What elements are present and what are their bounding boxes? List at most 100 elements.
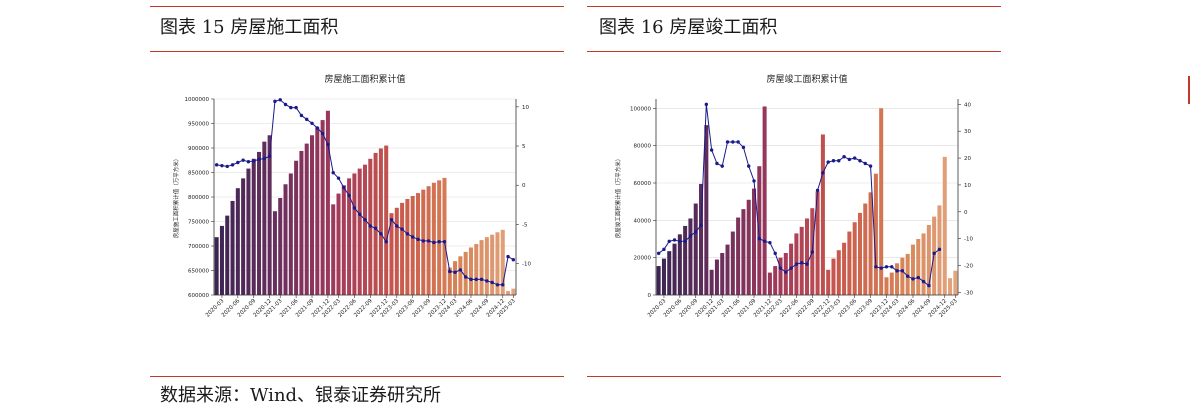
chart1-bar bbox=[219, 225, 224, 295]
chart1-bar bbox=[500, 229, 505, 295]
chart2-bar bbox=[762, 106, 767, 295]
chart2-bar bbox=[815, 191, 820, 295]
chart2-bar bbox=[948, 278, 953, 295]
chart2-bar bbox=[714, 259, 719, 295]
chart1-yoy-point bbox=[278, 98, 282, 102]
chart1-bar bbox=[310, 135, 315, 295]
chart1-y-tick-label: 950000 bbox=[188, 122, 209, 128]
chart1-yoy-point bbox=[485, 279, 489, 283]
chart2-bar bbox=[773, 266, 778, 295]
chart1-bar bbox=[325, 110, 330, 295]
chart2-yoy-point bbox=[837, 159, 841, 163]
chart1-yoy-point bbox=[214, 163, 219, 167]
chart2-yoy-point bbox=[672, 238, 677, 242]
right-top-rule bbox=[587, 6, 1001, 7]
chart1-yoy-point bbox=[347, 193, 351, 198]
chart1-yoy-point bbox=[495, 283, 500, 287]
chart2-bar bbox=[953, 270, 958, 295]
chart2-bar bbox=[910, 244, 915, 295]
chart1-yoy-point bbox=[289, 105, 293, 110]
chart1-bar bbox=[262, 141, 267, 295]
right-figure-caption: 图表 16 房屋竣工面积 bbox=[599, 17, 778, 38]
chart1-yoy-point bbox=[246, 160, 251, 164]
chart1-yoy-point bbox=[283, 102, 288, 107]
chart1-bar bbox=[257, 151, 262, 295]
chart2-yoy-point bbox=[662, 247, 666, 252]
chart2-bar bbox=[656, 266, 661, 295]
chart1-bar bbox=[442, 177, 447, 295]
chart1-yoy-point bbox=[294, 105, 298, 110]
chart2-bar bbox=[921, 233, 926, 295]
chart2-yoy-point bbox=[911, 277, 915, 281]
chart2-bar bbox=[942, 156, 947, 295]
chart1-bar bbox=[267, 135, 272, 295]
chart2-yoy-point bbox=[810, 250, 814, 254]
chart1-yoy-point bbox=[474, 277, 478, 282]
chart1-bar bbox=[272, 211, 277, 295]
chart1-y-tick-label: 600000 bbox=[188, 293, 209, 299]
chart2-y2-tick-label: 40 bbox=[964, 102, 971, 108]
chart2-yoy-point bbox=[858, 159, 862, 163]
chart1-bar bbox=[331, 204, 336, 295]
chart2-bar bbox=[672, 243, 677, 295]
chart2-bar bbox=[709, 269, 714, 295]
chart2-y-tick-label: 60000 bbox=[634, 181, 652, 187]
chart1-bar bbox=[405, 198, 410, 295]
chart1-bar bbox=[225, 215, 230, 295]
side-accent-mark bbox=[1188, 76, 1190, 104]
chart1-bar bbox=[235, 188, 240, 295]
chart2-yoy-point bbox=[784, 270, 788, 274]
chart1-bar bbox=[230, 200, 235, 295]
chart1-yoy-point bbox=[416, 237, 420, 242]
chart2-yoy-point bbox=[895, 269, 899, 273]
chart1-yoy-point bbox=[389, 218, 394, 222]
chart1-bar bbox=[415, 193, 420, 295]
chart2-yoy-point bbox=[768, 240, 772, 245]
chart2-bar bbox=[826, 269, 831, 295]
chart2-bar bbox=[884, 277, 889, 295]
chart1-bar bbox=[299, 150, 304, 295]
chart1-bar bbox=[468, 247, 473, 295]
chart1-yoy-point bbox=[363, 218, 367, 222]
left-top-rule bbox=[150, 6, 564, 7]
chart1-yoy-point bbox=[273, 99, 277, 104]
chart1-bar bbox=[246, 168, 251, 295]
chart2-bar bbox=[693, 203, 698, 295]
chart2-bar bbox=[863, 203, 868, 295]
chart1-bar bbox=[410, 196, 415, 295]
chart1-yoy-point bbox=[384, 239, 388, 244]
chart2-bar bbox=[889, 272, 894, 295]
chart1-yoy-point bbox=[267, 154, 272, 158]
chart2-bar bbox=[752, 188, 757, 295]
chart2-yoy-point bbox=[699, 223, 703, 227]
data-source-note: 数据来源：Wind、银泰证券研究所 bbox=[160, 385, 442, 406]
chart2-bar bbox=[741, 209, 746, 295]
left-caption-rule bbox=[150, 51, 564, 52]
chart1-yoy-point bbox=[252, 159, 256, 163]
chart2-y2-tick-label: 0 bbox=[964, 210, 968, 216]
chart2-bar bbox=[879, 108, 884, 295]
chart1-yoy-point bbox=[410, 235, 415, 239]
chart1-bar bbox=[437, 180, 442, 295]
chart2-bar bbox=[688, 218, 693, 295]
chart2-bar bbox=[868, 192, 873, 295]
chart2-bar bbox=[873, 173, 878, 295]
chart2-bar bbox=[836, 250, 841, 295]
chart2-bar bbox=[667, 251, 672, 295]
chart1-yoy-point bbox=[511, 258, 516, 262]
chart1-yoy-point bbox=[331, 170, 335, 175]
chart2-yoy-point bbox=[884, 265, 889, 269]
chart2-yoy-point bbox=[736, 140, 740, 144]
chart1-bar bbox=[384, 145, 389, 295]
chart1-y-tick-label: 700000 bbox=[188, 244, 209, 250]
chart1-yoy-point bbox=[453, 270, 457, 274]
chart2-bar bbox=[757, 166, 762, 295]
chart1-y2-tick-label: 5 bbox=[522, 144, 526, 150]
chart1-y-tick-label: 650000 bbox=[188, 269, 209, 275]
chart2-bar bbox=[842, 242, 847, 295]
chart1-bar bbox=[458, 256, 463, 295]
chart2-yoy-point bbox=[937, 247, 942, 252]
chart1-y2-tick-label: 10 bbox=[522, 105, 529, 111]
chart2-yoy-point bbox=[921, 279, 926, 284]
chart1-yoy-point bbox=[310, 121, 314, 126]
